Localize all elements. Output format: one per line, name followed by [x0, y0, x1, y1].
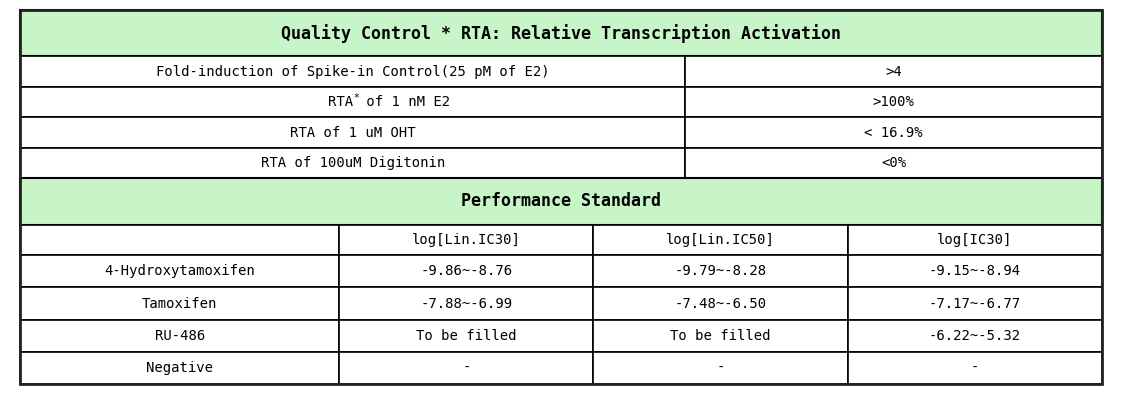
- Bar: [594, 225, 847, 255]
- Bar: [847, 225, 1102, 255]
- Text: RU-486: RU-486: [155, 329, 205, 343]
- Bar: [686, 117, 1102, 148]
- Text: Fold-induction of Spike-in Control(25 pM of E2): Fold-induction of Spike-in Control(25 pM…: [156, 65, 550, 79]
- Bar: [847, 320, 1102, 352]
- Bar: [339, 320, 594, 352]
- Bar: [594, 255, 847, 288]
- Bar: [594, 288, 847, 320]
- Bar: [847, 288, 1102, 320]
- Text: log[Lin.IC30]: log[Lin.IC30]: [412, 233, 521, 247]
- Text: -6.22~-5.32: -6.22~-5.32: [929, 329, 1021, 343]
- Text: -: -: [716, 361, 725, 375]
- Text: -9.15~-8.94: -9.15~-8.94: [929, 264, 1021, 278]
- Bar: [339, 288, 594, 320]
- Text: RTA of 100uM Digitonin: RTA of 100uM Digitonin: [260, 156, 445, 170]
- Text: log[Lin.IC50]: log[Lin.IC50]: [666, 233, 775, 247]
- Bar: [686, 148, 1102, 178]
- Text: To be filled: To be filled: [416, 329, 516, 343]
- Text: log[IC30]: log[IC30]: [937, 233, 1012, 247]
- Text: <0%: <0%: [881, 156, 907, 170]
- Text: of 1 nM E2: of 1 nM E2: [358, 95, 451, 109]
- Text: -9.86~-8.76: -9.86~-8.76: [421, 264, 513, 278]
- Text: Negative: Negative: [146, 361, 213, 375]
- Bar: [20, 10, 1102, 56]
- Text: -: -: [462, 361, 470, 375]
- Bar: [686, 56, 1102, 87]
- Bar: [847, 352, 1102, 384]
- Text: Quality Control * RTA: Relative Transcription Activation: Quality Control * RTA: Relative Transcri…: [280, 24, 842, 43]
- Bar: [20, 87, 686, 117]
- Bar: [20, 352, 339, 384]
- Bar: [20, 178, 1102, 225]
- Bar: [20, 117, 686, 148]
- Text: *: *: [352, 93, 359, 102]
- Bar: [20, 225, 339, 255]
- Bar: [847, 255, 1102, 288]
- Bar: [594, 352, 847, 384]
- Text: To be filled: To be filled: [670, 329, 771, 343]
- Text: Tamoxifen: Tamoxifen: [142, 297, 218, 310]
- Text: RTA: RTA: [328, 95, 352, 109]
- Text: -7.48~-6.50: -7.48~-6.50: [674, 297, 766, 310]
- Text: >100%: >100%: [873, 95, 914, 109]
- Bar: [20, 255, 339, 288]
- Text: -: -: [971, 361, 978, 375]
- Text: 4-Hydroxytamoxifen: 4-Hydroxytamoxifen: [104, 264, 255, 278]
- Text: -9.79~-8.28: -9.79~-8.28: [674, 264, 766, 278]
- Text: -7.88~-6.99: -7.88~-6.99: [421, 297, 513, 310]
- Text: -7.17~-6.77: -7.17~-6.77: [929, 297, 1021, 310]
- Bar: [339, 225, 594, 255]
- Text: Performance Standard: Performance Standard: [461, 193, 661, 210]
- Bar: [20, 148, 686, 178]
- Bar: [594, 320, 847, 352]
- Text: RTA of 1 uM OHT: RTA of 1 uM OHT: [289, 126, 415, 139]
- Bar: [20, 320, 339, 352]
- Bar: [339, 352, 594, 384]
- Bar: [20, 288, 339, 320]
- Text: < 16.9%: < 16.9%: [864, 126, 923, 139]
- Bar: [339, 255, 594, 288]
- Bar: [686, 87, 1102, 117]
- Bar: [20, 56, 686, 87]
- Text: >4: >4: [885, 65, 902, 79]
